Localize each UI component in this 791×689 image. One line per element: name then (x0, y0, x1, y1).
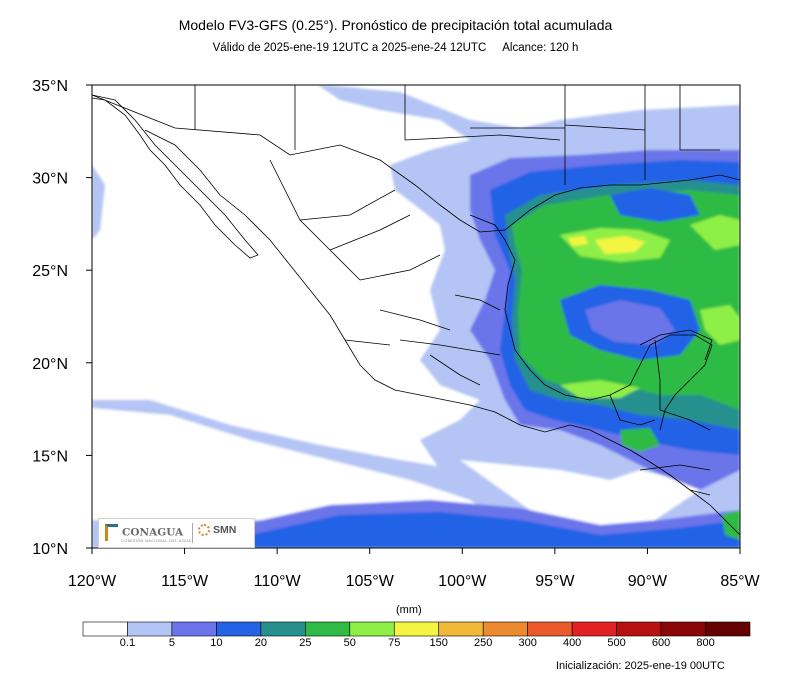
lon-tick-label: 85°W (720, 573, 760, 590)
colorbar-tick-label: 600 (651, 637, 671, 649)
border-central-america (609, 339, 711, 496)
colorbar-swatch (393, 621, 440, 637)
border-mexico-usa (92, 94, 506, 233)
colorbar-swatch (482, 621, 528, 637)
colorbar-tick-label: 75 (388, 637, 401, 649)
colorbar-swatch (82, 621, 128, 637)
forecast-range-text: Alcance: 120 h (502, 42, 579, 54)
precip-band-blue (250, 512, 740, 548)
colorbar-swatch (660, 621, 706, 637)
colorbar-swatch (705, 621, 751, 637)
country-borders (92, 85, 740, 536)
border-mexico-states (269, 159, 501, 386)
precip-band-green (722, 510, 740, 540)
precip-band-blue (610, 188, 700, 222)
axis-layer: 120°W 115°W 110°W 105°W 100°W 95°W 90°W 85°W 35°… (32, 78, 760, 590)
precip-dry-area (92, 408, 500, 520)
colorbar-tick-label: 10 (210, 637, 223, 649)
smn-logo: SMN (198, 524, 236, 537)
precip-band-light-green (700, 305, 740, 345)
lon-tick-label: 95°W (535, 573, 575, 590)
lat-tick-label: 20°N (32, 356, 68, 373)
logo-separator (192, 523, 193, 543)
precip-band-light-blue (92, 165, 105, 240)
colorbar-swatch (527, 621, 573, 637)
precip-band-green (620, 428, 660, 452)
conagua-mark-icon (105, 524, 118, 541)
colorbar-tick-label: 150 (429, 637, 448, 649)
lon-tick-label: 90°W (628, 573, 668, 590)
map-title: Modelo FV3-GFS (0.25°). Pronóstico de pr… (178, 17, 613, 33)
lat-tick-label: 25°N (32, 263, 68, 280)
conagua-logo: CONAGUA (105, 524, 183, 541)
lon-tick-label: 105°W (346, 573, 395, 590)
validity-text: Válido de 2025-ene-19 12UTC a 2025-ene-2… (212, 42, 487, 54)
colorbar (82, 621, 751, 637)
lon-tick-label: 115°W (161, 573, 209, 590)
colorbar-tick-label: 50 (343, 637, 356, 649)
precip-band-yellow (595, 236, 645, 254)
colorbar-swatch (171, 621, 217, 637)
smn-gear-icon (198, 524, 210, 537)
colorbar-tick-label: 25 (299, 637, 312, 649)
lat-tick-label: 10°N (32, 541, 68, 558)
precip-band-light-green (560, 380, 640, 398)
coastline-us-gulf (504, 174, 740, 231)
precip-band-medium-blue (585, 300, 675, 345)
lon-tick-label: 100°W (438, 573, 487, 590)
initialization-label: Inicialización: 2025-ene-19 00UTC (556, 660, 725, 672)
colorbar-swatch (616, 621, 662, 637)
lon-tick-label: 110°W (254, 573, 302, 590)
coastline-gulf-of-mexico (469, 214, 713, 431)
colorbar-units: (mm) (396, 604, 422, 616)
colorbar-swatch (438, 621, 484, 637)
colorbar-tick-label: 250 (474, 637, 493, 649)
coastline-yucatan (639, 329, 713, 361)
colorbar-tick-label: 5 (168, 637, 175, 649)
colorbar-swatch (349, 621, 395, 637)
colorbar-tick-label: 0.1 (119, 637, 136, 649)
colorbar-swatch (216, 621, 262, 637)
logos-box: CONAGUA COMISIÓN NACIONAL DEL AGUA SMN (98, 518, 255, 548)
lat-tick-label: 35°N (32, 78, 68, 95)
precip-band-yellow (568, 236, 588, 246)
colorbar-tick-label: 300 (518, 637, 537, 649)
border-us-states (194, 85, 720, 185)
coastline-mexico-pacific (144, 129, 740, 536)
lon-tick-label: 120°W (68, 573, 117, 590)
colorbar-tick-label: 500 (607, 637, 626, 649)
colorbar-swatch (571, 621, 617, 637)
precipitation-fields (92, 85, 740, 548)
conagua-subtitle: COMISIÓN NACIONAL DEL AGUA (121, 538, 192, 543)
precip-band-light-blue (320, 85, 380, 100)
colorbar-tick-label: 800 (696, 637, 715, 649)
lat-tick-label: 30°N (32, 171, 68, 188)
lat-tick-label: 15°N (32, 448, 68, 465)
precip-band-light-green (690, 215, 740, 250)
colorbar-swatch (260, 621, 306, 637)
colorbar-swatch (305, 621, 351, 637)
plot-frame (91, 84, 741, 549)
colorbar-tick-label: 400 (562, 637, 582, 649)
map-subtitle: Válido de 2025-ene-19 12UTC a 2025-ene-2… (0, 42, 791, 54)
precip-dry-area (460, 460, 700, 530)
coastline-baja-california (92, 94, 259, 259)
colorbar-swatch (127, 621, 173, 637)
colorbar-tick-label: 20 (254, 637, 267, 649)
